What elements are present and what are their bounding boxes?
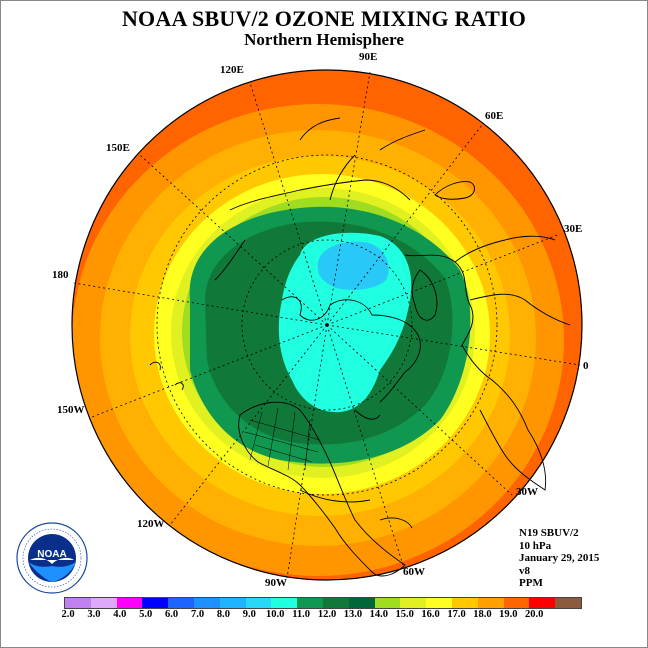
colorbar-swatch [142, 598, 169, 608]
page-title: NOAA SBUV/2 OZONE MIXING RATIO [121, 6, 527, 31]
colorbar-swatch [245, 598, 272, 608]
longitude-label-90w: 90W [265, 577, 287, 589]
colorbar-tick-label: 17.0 [447, 609, 466, 620]
longitude-label-90e: 90E [359, 51, 378, 63]
longitude-label-60e: 60E [485, 110, 504, 122]
longitude-label-0: 0 [583, 360, 589, 372]
colorbar-swatch [451, 598, 478, 608]
page-subtitle: Northern Hemisphere [244, 30, 404, 49]
longitude-label-150w: 150W [57, 404, 85, 416]
hemisphere-boundary [71, 69, 583, 581]
colorbar-swatch [219, 598, 246, 608]
colorbar-tick-label: 20.0 [525, 609, 544, 620]
colorbar-tick-label: 9.0 [242, 609, 256, 620]
colorbar-swatch [193, 598, 220, 608]
colorbar-swatch [90, 598, 117, 608]
version-label: v8 [519, 564, 530, 577]
ozone-contour-field [72, 70, 582, 580]
colorbar-swatch [477, 598, 504, 608]
noaa-logo: NOAA [16, 522, 88, 594]
colorbar-swatch [65, 598, 91, 608]
graticule [73, 71, 581, 579]
colorbar-tick-label: 2.0 [61, 609, 75, 620]
noaa-logo-wordmark: NOAA [37, 549, 66, 560]
colorbar-tick-label: 19.0 [499, 609, 518, 620]
colorbar-swatch [271, 598, 298, 608]
colorbar-swatch [322, 598, 349, 608]
colorbar-tick-label: 16.0 [421, 609, 440, 620]
colorbar-tick-label: 12.0 [317, 609, 337, 620]
colorbar-tick-label: 10.0 [266, 609, 285, 620]
colorbar-tick-label: 4.0 [113, 609, 127, 620]
colorbar-swatch [168, 598, 194, 608]
colorbar-swatch [297, 598, 323, 608]
colorbar-tick-label: 5.0 [139, 609, 153, 620]
us-boundaries [244, 407, 321, 471]
info-block: N19 SBUV/2 10 hPa January 29, 2015 v8 PP… [519, 527, 599, 590]
colorbar-tick-label: 15.0 [395, 609, 414, 620]
colorbar-swatch [116, 598, 143, 608]
longitude-label-120e: 120E [220, 64, 244, 76]
colorbar-swatch [426, 598, 452, 608]
colorbar-swatch [348, 598, 375, 608]
instrument-label: N19 SBUV/2 [519, 527, 579, 539]
colorbar-swatch [555, 598, 581, 608]
longitude-label-60w: 60W [403, 566, 425, 578]
colorbar-swatch [503, 598, 530, 608]
colorbar-swatch [529, 598, 556, 608]
colorbar-tick-label: 11.0 [292, 609, 310, 620]
longitude-label-30w: 30W [516, 486, 538, 498]
colorbar-tick-label: 14.0 [369, 609, 388, 620]
units-label: PPM [519, 577, 543, 589]
longitude-label-180: 180 [52, 269, 69, 281]
colorbar-tick-label: 18.0 [473, 609, 492, 620]
colorbar-tick-label: 8.0 [216, 609, 230, 620]
longitude-label-120w: 120W [137, 518, 165, 530]
longitude-label-30e: 30E [564, 223, 583, 235]
colorbar-swatch [400, 598, 427, 608]
date-label: January 29, 2015 [519, 552, 600, 564]
pressure-level-label: 10 hPa [519, 539, 552, 552]
longitude-label-150e: 150E [106, 142, 130, 154]
colorbar-tick-label: 3.0 [87, 609, 101, 620]
colorbar-swatch [374, 598, 401, 608]
colorbar-tick-label: 7.0 [190, 609, 205, 620]
colorbar-tick-label: 6.0 [165, 609, 179, 620]
colorbar-tick-label: 13.0 [343, 609, 363, 620]
colorbar [64, 597, 582, 609]
